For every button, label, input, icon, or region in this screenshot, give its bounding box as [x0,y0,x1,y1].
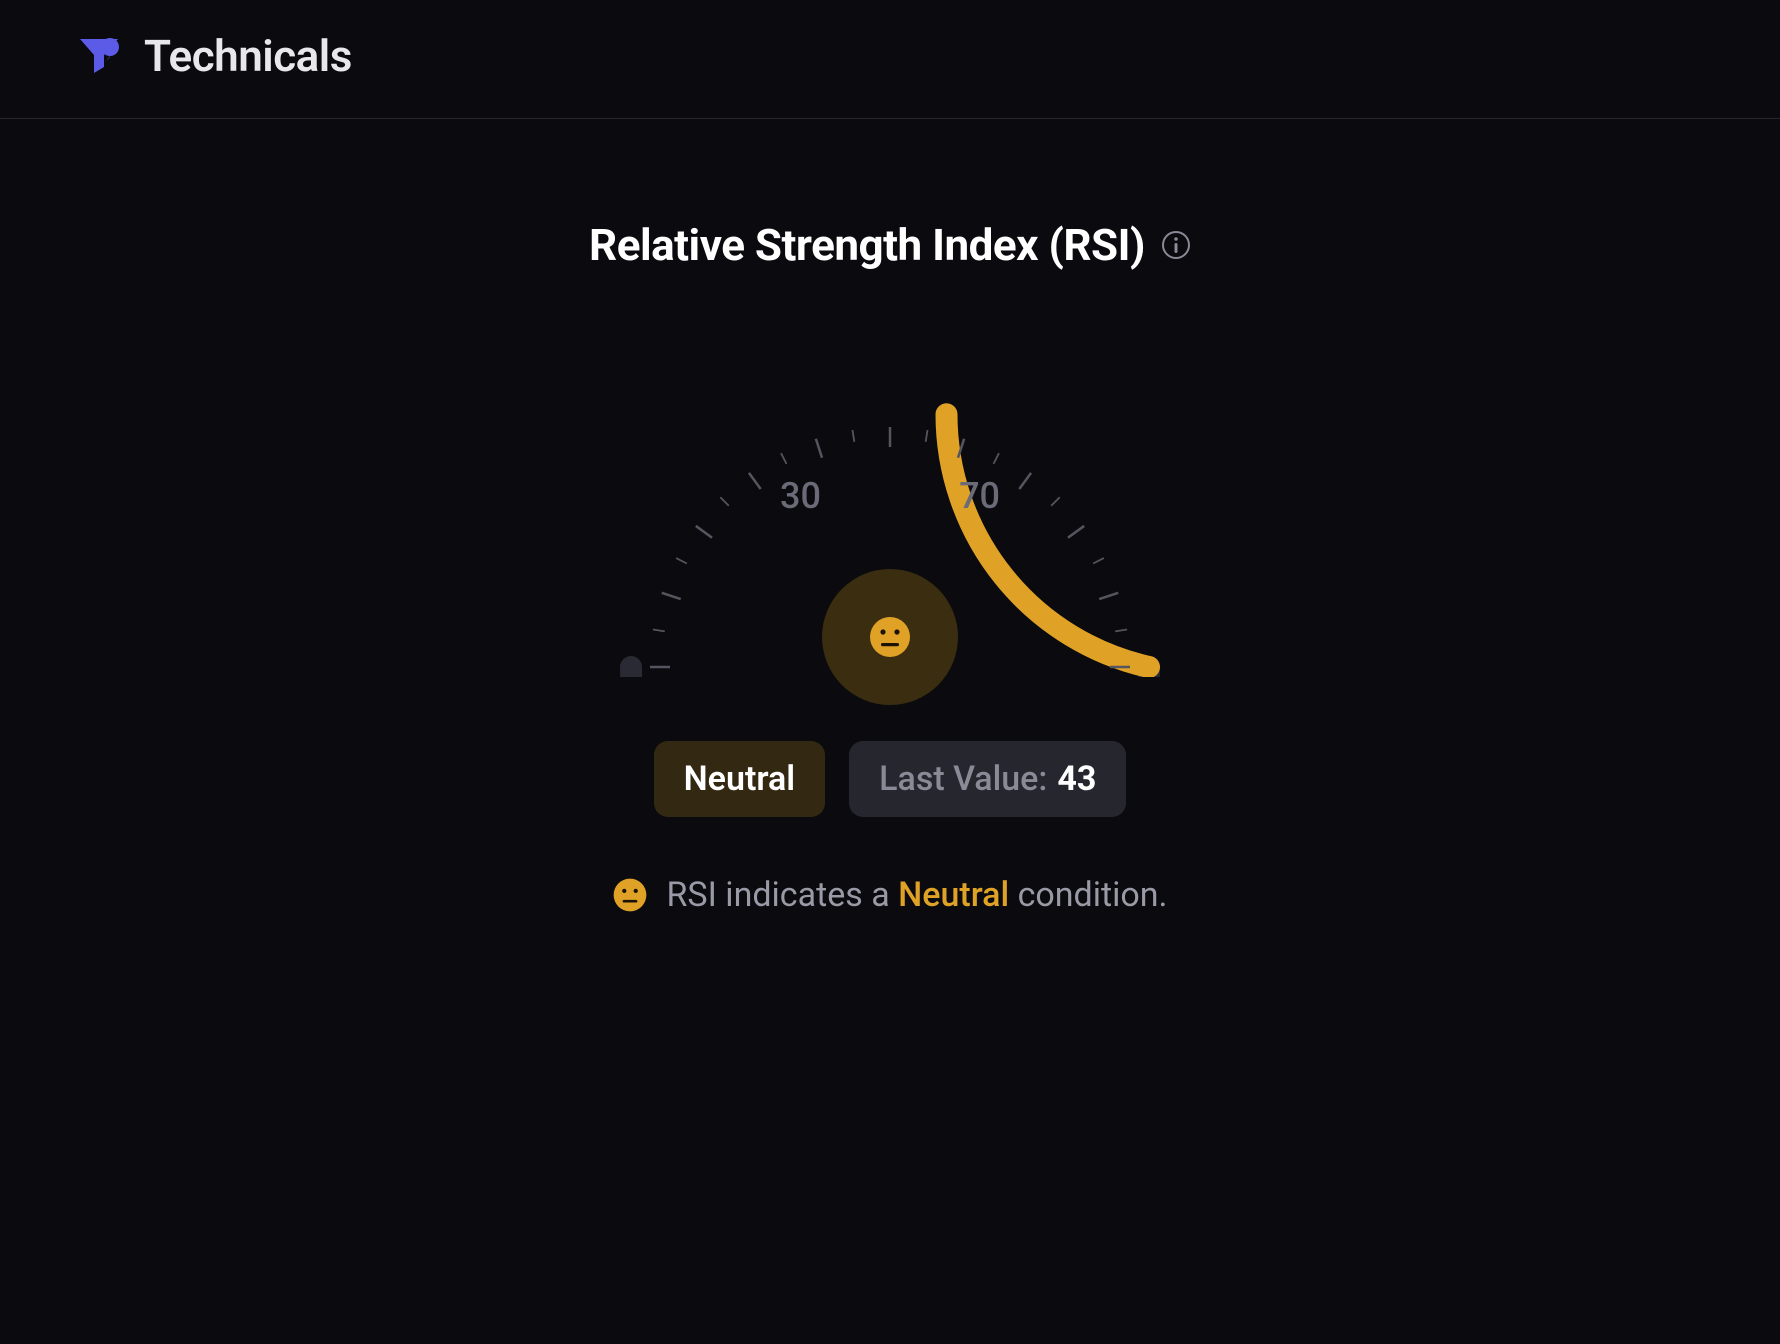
rsi-gauge: 30 70 [590,347,1190,677]
neutral-face-icon [868,615,912,659]
status-badge: Neutral [654,741,826,817]
header-title: Technicals [144,30,352,82]
chart-title-row: Relative Strength Index (RSI) [589,219,1191,271]
info-icon[interactable] [1161,230,1191,260]
gauge-center-badge [822,569,958,705]
status-pill-row: Neutral Last Value: 43 [654,741,1127,817]
last-value-number: 43 [1057,759,1096,799]
header: Technicals [0,0,1780,119]
status-label: Neutral [684,759,796,799]
last-value-label: Last Value: [879,759,1047,799]
gauge-marker-high: 70 [959,475,1000,517]
main-content: Relative Strength Index (RSI) 30 70 [0,119,1780,915]
last-value-badge: Last Value: 43 [849,741,1126,817]
chart-title: Relative Strength Index (RSI) [589,219,1145,271]
summary-text: RSI indicates a Neutral condition. [666,875,1167,915]
summary-suffix: condition. [1018,875,1168,915]
summary-prefix: RSI indicates a [666,875,889,915]
page: Technicals Relative Strength Index (RSI)… [0,0,1780,1344]
summary-highlight: Neutral [898,875,1009,915]
summary-row: RSI indicates a Neutral condition. [612,875,1167,915]
funnel-chat-icon [76,33,122,79]
gauge-marker-low: 30 [780,475,821,517]
neutral-face-icon [612,877,648,913]
